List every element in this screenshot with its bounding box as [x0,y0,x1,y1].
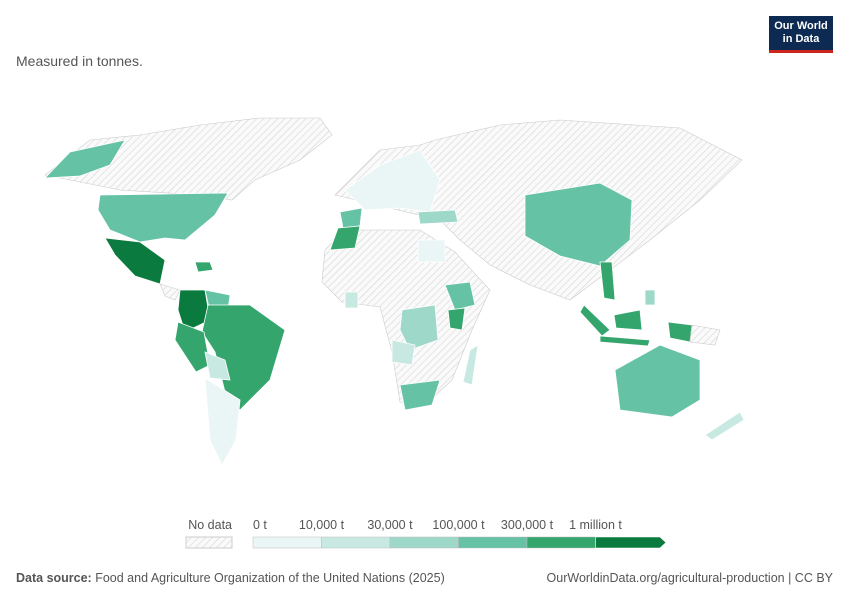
legend-label: 10,000 t [299,518,345,532]
legend-swatch [595,536,667,549]
source-text: Food and Agriculture Organization of the… [95,571,445,585]
legend-label: No data [188,518,232,532]
legend-swatch [526,536,596,549]
logo-text: in Data [783,33,821,45]
logo: Our World in Data [769,16,833,53]
footer-url: OurWorldinData.org/agricultural-producti… [547,571,834,585]
legend-swatch [321,536,391,549]
subtitle: Measured in tonnes. [16,53,143,69]
source-label: Data source: [16,571,92,585]
legend-label: 300,000 t [501,518,554,532]
legend-no-data [185,536,233,549]
logo-text: Our World [774,20,828,32]
legend-swatch [389,536,459,549]
source: Data source: Food and Agriculture Organi… [16,571,445,585]
legend-label: 100,000 t [432,518,485,532]
legend-label: 0 t [253,518,267,532]
legend-label: 1 million t [569,518,622,532]
legend-swatch [458,536,528,549]
legend-swatch [252,536,322,549]
legend: No data 0 t 10,000 t 30,000 t 100,000 t 300,… [185,518,667,549]
legend-label: 30,000 t [367,518,413,532]
world-map [44,117,745,466]
